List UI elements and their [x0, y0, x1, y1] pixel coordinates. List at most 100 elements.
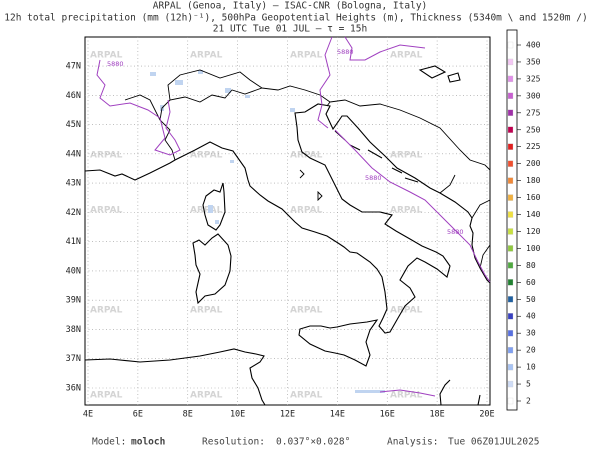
colorbar-swatch	[507, 346, 514, 354]
colorbar-label: 5	[526, 380, 531, 389]
lat-label: 45N	[66, 120, 81, 130]
colorbar-label: 40	[526, 312, 536, 321]
colorbar-swatch	[507, 245, 514, 252]
colorbar-label: 50	[526, 295, 536, 304]
colorbar-swatch	[507, 126, 514, 133]
colorbar-label: 120	[526, 227, 541, 236]
colorbar-swatch	[507, 380, 514, 388]
lat-label: 37N	[66, 354, 81, 364]
lat-label: 38N	[66, 325, 81, 335]
colorbar-label: 20	[526, 346, 536, 355]
header-line: 12h total precipitation (mm (12h)⁻¹), 50…	[4, 13, 587, 24]
colorbar-label: 140	[526, 210, 541, 219]
colorbar-swatch	[507, 262, 514, 269]
watermark: ARPAL	[390, 151, 423, 161]
lat-label: 43N	[66, 179, 81, 189]
watermark: ARPAL	[90, 151, 123, 161]
colorbar-label: 60	[526, 278, 536, 287]
colorbar-swatch	[507, 194, 514, 201]
colorbar-label: 160	[526, 193, 541, 202]
colorbar-swatch	[507, 397, 514, 405]
footer-value: Tue 06Z01JUL2025	[448, 437, 540, 448]
colorbar-frame	[506, 29, 518, 411]
lon-label: 16E	[380, 410, 395, 420]
colorbar-swatch	[507, 75, 514, 83]
colorbar-swatch	[507, 296, 514, 303]
grid	[85, 37, 490, 405]
colorbar-label: 250	[526, 125, 541, 134]
lon-label: 10E	[230, 410, 245, 420]
lon-label: 20E	[479, 410, 494, 420]
lon-label: 12E	[280, 410, 295, 420]
colorbar-swatch	[507, 41, 514, 49]
watermark: ARPAL	[90, 51, 123, 61]
watermark: ARPAL	[190, 151, 223, 161]
colorbar-swatch	[507, 211, 514, 218]
contour-label: 5880	[337, 48, 354, 56]
colorbar-label: 200	[526, 159, 541, 168]
colorbar-label: 275	[526, 108, 541, 117]
colorbar-swatch	[507, 160, 514, 167]
contour-label: 5880	[447, 228, 464, 236]
watermark: ARPAL	[290, 51, 323, 61]
colorbar-label: 325	[526, 74, 541, 83]
colorbar-swatch	[507, 143, 514, 150]
watermark: ARPAL	[390, 306, 423, 316]
lon-label: 14E	[330, 410, 345, 420]
lat-label: 39N	[66, 296, 81, 306]
lon-label: 18E	[429, 410, 444, 420]
lat-label: 42N	[66, 208, 81, 218]
colorbar-swatch	[507, 177, 514, 184]
lat-label: 46N	[66, 91, 81, 101]
footer-label: Model:	[92, 437, 126, 448]
colorbar-swatch	[507, 109, 514, 116]
lat-label: 36N	[66, 384, 81, 394]
lat-label: 44N	[66, 149, 81, 159]
watermark: ARPAL	[290, 206, 323, 216]
watermark: ARPAL	[190, 51, 223, 61]
footer: Model: moloch Resolution: 0.037°×0.028° …	[92, 437, 540, 448]
colorbar-swatch	[507, 313, 514, 320]
colorbar-swatch	[507, 58, 514, 66]
colorbar-label: 10	[526, 363, 536, 372]
contour-labels: 5880 5880 5880 5880	[107, 48, 464, 236]
footer-label: Resolution:	[202, 437, 265, 448]
contour-label: 5880	[365, 174, 382, 182]
watermark: ARPAL	[390, 206, 423, 216]
watermark: ARPAL	[90, 206, 123, 216]
colorbar-swatch	[507, 279, 514, 286]
watermark: ARPAL	[390, 391, 423, 401]
lon-label: 4E	[83, 410, 93, 420]
lat-label: 40N	[66, 266, 81, 276]
watermark: ARPAL	[190, 206, 223, 216]
lat-label: 41N	[66, 237, 81, 247]
header-line: ARPAL (Genoa, Italy) – ISAC-CNR (Bologna…	[153, 1, 428, 12]
colorbar-label: 400	[526, 41, 541, 50]
lon-label: 8E	[183, 410, 193, 420]
colorbar-swatch	[507, 330, 514, 337]
watermark: ARPAL	[90, 391, 123, 401]
contour-label: 5880	[107, 60, 124, 68]
colorbar-label: 100	[526, 244, 541, 253]
watermark: ARPAL	[290, 391, 323, 401]
colorbar-label: 225	[526, 142, 541, 151]
watermark: ARPAL	[390, 51, 423, 61]
watermark: ARPAL	[190, 391, 223, 401]
lat-label: 47N	[66, 62, 81, 72]
footer-value: moloch	[131, 437, 165, 448]
lon-label: 6E	[133, 410, 143, 420]
colorbar-label: 300	[526, 91, 541, 100]
map: ARPAL ARPAL ARPAL ARPAL ARPAL ARPAL ARPAL ARPAL…	[66, 36, 495, 420]
watermark: ARPAL	[190, 306, 223, 316]
colorbar: 4003503253002752502252001801601401201008…	[506, 29, 541, 411]
watermark: ARPAL	[290, 306, 323, 316]
colorbar-label: 350	[526, 57, 541, 66]
colorbar-label: 2	[526, 397, 531, 406]
map-frame	[84, 36, 491, 406]
colorbar-label: 30	[526, 329, 536, 338]
colorbar-swatch	[507, 92, 514, 100]
header-line: 21 UTC Tue 01 JUL – τ = 15h	[213, 24, 367, 35]
watermark: ARPAL	[90, 306, 123, 316]
footer-label: Analysis:	[387, 437, 438, 448]
